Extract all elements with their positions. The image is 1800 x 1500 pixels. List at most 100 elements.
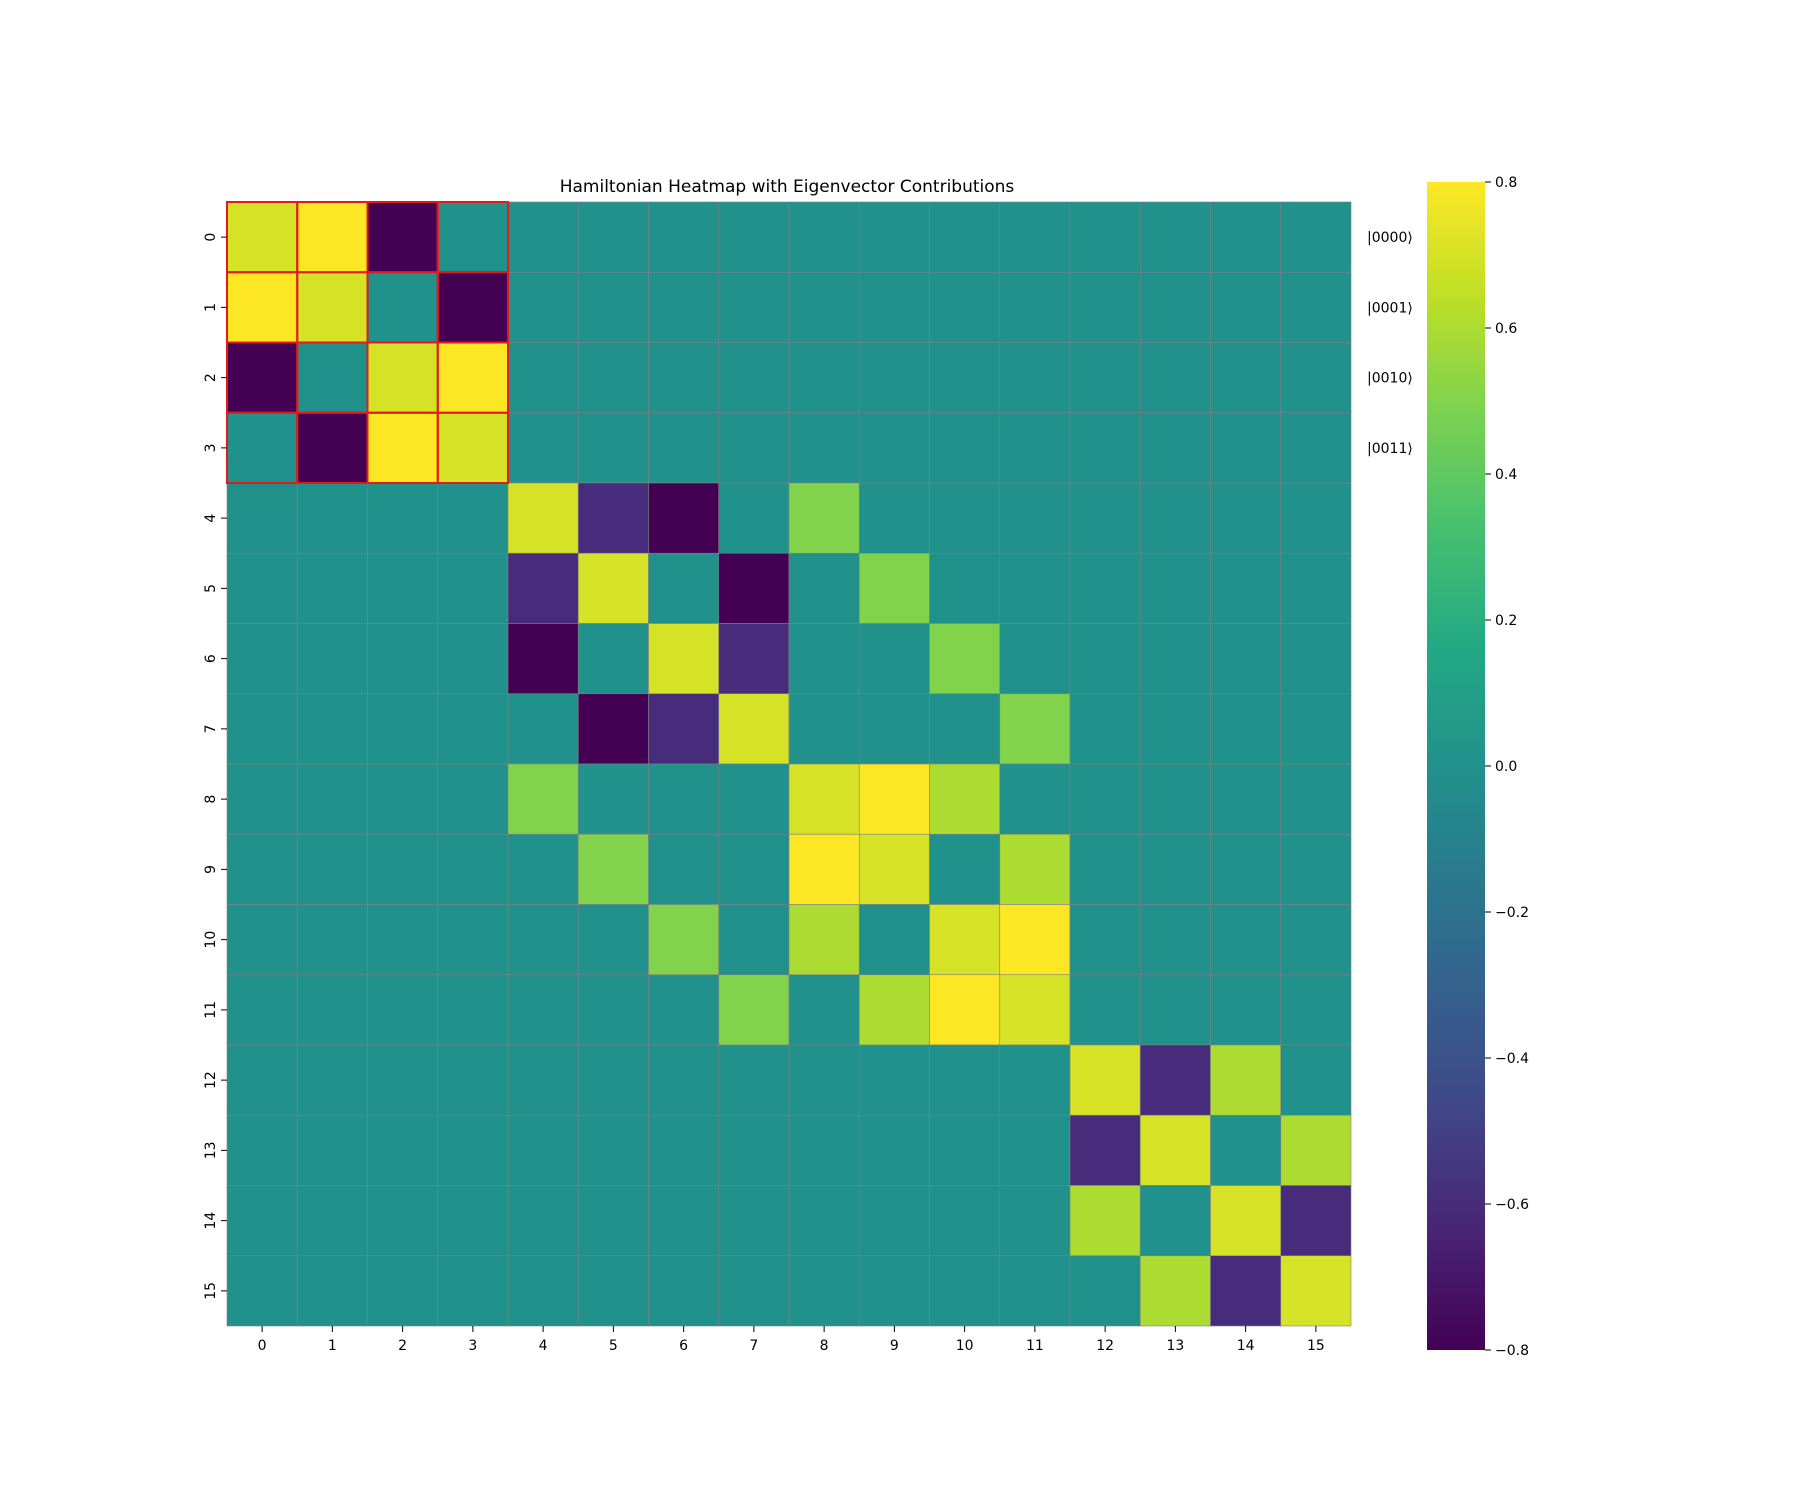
colorbar-tick-label: −0.6 xyxy=(1495,1197,1529,1213)
heatmap-cell xyxy=(788,552,860,624)
heatmap-cell xyxy=(507,693,579,765)
colorbar-tick-label: 0.0 xyxy=(1495,759,1517,775)
y-tick-label: 1 xyxy=(203,303,219,312)
heatmap-cell xyxy=(226,1044,298,1116)
heatmap-cell xyxy=(367,763,439,835)
heatmap-cell xyxy=(929,693,1001,765)
heatmap-cell xyxy=(648,271,720,343)
colorbar: 0.8 0.6 0.4 0.2 0.0 −0.2 −0.4 −0.6 −0.8 xyxy=(1427,175,1529,1359)
colorbar-tick-label: 0.6 xyxy=(1495,321,1517,337)
heatmap-cell xyxy=(1069,623,1141,695)
heatmap-cell xyxy=(437,1255,509,1327)
heatmap-cell xyxy=(648,623,720,695)
chart-title: Hamiltonian Heatmap with Eigenvector Con… xyxy=(560,177,1015,197)
heatmap-cell xyxy=(1210,552,1282,624)
heatmap-cell xyxy=(999,552,1071,624)
heatmap-cell xyxy=(858,271,930,343)
heatmap-cell xyxy=(718,1255,790,1327)
heatmap-cell xyxy=(1280,693,1352,765)
heatmap-cell xyxy=(858,623,930,695)
colorbar-gradient xyxy=(1427,182,1485,1350)
heatmap-cell xyxy=(367,271,439,343)
heatmap-cell xyxy=(999,412,1071,484)
heatmap-cell xyxy=(929,974,1001,1046)
heatmap-cell xyxy=(648,1044,720,1116)
heatmap-cell xyxy=(296,763,368,835)
heatmap-cell xyxy=(577,1185,649,1257)
heatmap-cell xyxy=(367,552,439,624)
heatmap-cell xyxy=(296,271,368,343)
heatmap-cell xyxy=(437,1185,509,1257)
heatmap-cell xyxy=(367,412,439,484)
heatmap-cell xyxy=(1280,342,1352,414)
heatmap-cell xyxy=(507,1114,579,1186)
heatmap-cell xyxy=(999,1114,1071,1186)
y-tick-label: 10 xyxy=(203,931,219,949)
highlight-block xyxy=(226,201,509,484)
heatmap-cell xyxy=(577,271,649,343)
heatmap-cell xyxy=(577,1114,649,1186)
heatmap-cell xyxy=(226,623,298,695)
colorbar-tick-label: 0.2 xyxy=(1495,613,1517,629)
heatmap-cell xyxy=(507,763,579,835)
y-tick-label: 5 xyxy=(203,584,219,593)
state-label: |0001⟩ xyxy=(1367,300,1413,316)
heatmap-cell xyxy=(718,974,790,1046)
heatmap-cell xyxy=(367,201,439,273)
heatmap-cell xyxy=(929,623,1001,695)
x-tick-label: 8 xyxy=(820,1338,829,1354)
heatmap-cell xyxy=(929,1185,1001,1257)
heatmap-cell xyxy=(1210,904,1282,976)
heatmap-cell xyxy=(507,342,579,414)
heatmap-cell xyxy=(1069,1255,1141,1327)
heatmap-cell xyxy=(858,412,930,484)
heatmap-cell xyxy=(648,482,720,554)
heatmap-cell xyxy=(1280,271,1352,343)
heatmap-cell xyxy=(296,1114,368,1186)
heatmap-cell xyxy=(296,552,368,624)
heatmap-cell xyxy=(507,833,579,905)
y-tick-label: 2 xyxy=(203,373,219,382)
heatmap-cell xyxy=(577,693,649,765)
heatmap-cell xyxy=(858,342,930,414)
heatmap-cell xyxy=(226,833,298,905)
heatmap-cell xyxy=(226,552,298,624)
heatmap-cell xyxy=(437,693,509,765)
heatmap-cell xyxy=(367,482,439,554)
heatmap-cell xyxy=(577,623,649,695)
heatmap-cell xyxy=(1139,904,1211,976)
heatmap-cell xyxy=(858,693,930,765)
heatmap-cell xyxy=(648,201,720,273)
heatmap-cell xyxy=(437,271,509,343)
heatmap-cell xyxy=(718,412,790,484)
heatmap-cell xyxy=(929,763,1001,835)
heatmap-cell xyxy=(577,904,649,976)
heatmap-cell xyxy=(296,412,368,484)
x-tick-label: 7 xyxy=(749,1338,758,1354)
heatmap-cell xyxy=(858,1044,930,1116)
heatmap-cell xyxy=(858,201,930,273)
heatmap-cell xyxy=(929,482,1001,554)
heatmap-cell xyxy=(437,623,509,695)
y-tick-label: 9 xyxy=(203,865,219,874)
y-tick-label: 13 xyxy=(203,1141,219,1159)
x-tick-label: 3 xyxy=(468,1338,477,1354)
y-tick-label: 0 xyxy=(203,233,219,242)
heatmap-cell xyxy=(999,271,1071,343)
heatmap-cell xyxy=(1210,482,1282,554)
heatmap-cell xyxy=(788,412,860,484)
heatmap-cell xyxy=(367,623,439,695)
heatmap-cell xyxy=(1069,552,1141,624)
heatmap-cell xyxy=(858,482,930,554)
heatmap-cell xyxy=(1210,1044,1282,1116)
heatmap-cell xyxy=(929,1114,1001,1186)
heatmap-cell xyxy=(1139,763,1211,835)
heatmap-cell xyxy=(858,1114,930,1186)
y-tick-label: 6 xyxy=(203,654,219,663)
heatmap-cell xyxy=(999,904,1071,976)
heatmap-cell xyxy=(507,974,579,1046)
heatmap-cell xyxy=(999,1044,1071,1116)
heatmap-cell xyxy=(226,693,298,765)
heatmap-cell xyxy=(648,833,720,905)
heatmap-cell xyxy=(1069,201,1141,273)
